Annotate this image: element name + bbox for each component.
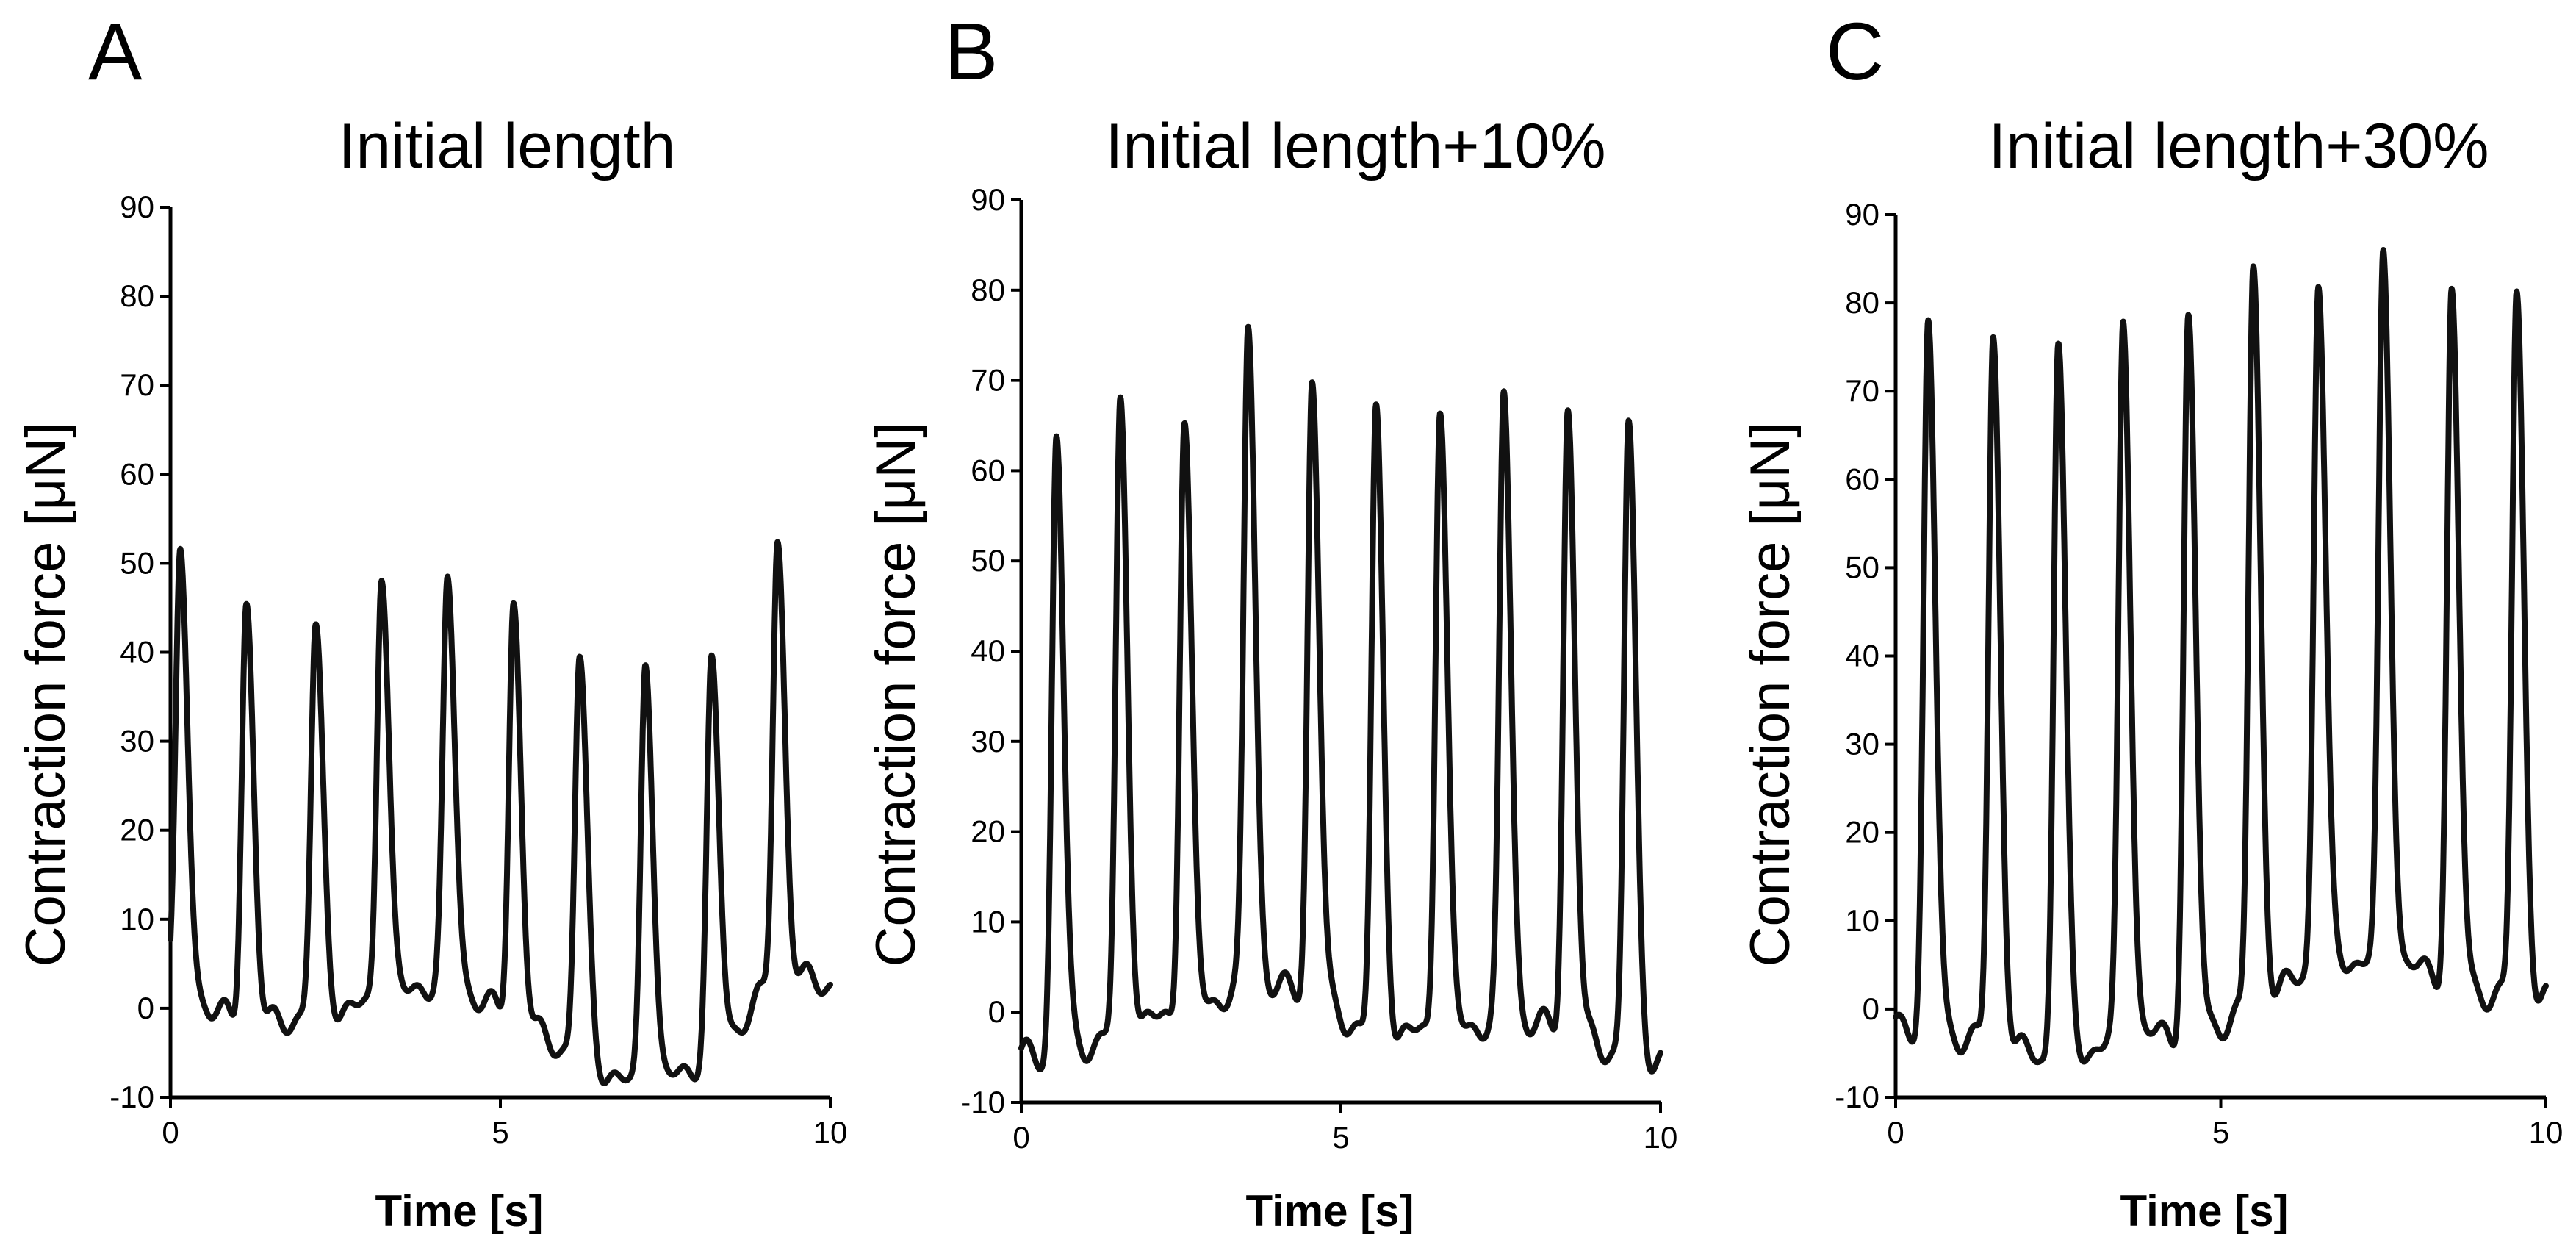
y-axis-label: Contraction force [μN] bbox=[15, 423, 77, 967]
y-tick-label: 60 bbox=[971, 453, 1005, 487]
y-tick-label: 30 bbox=[1845, 727, 1879, 761]
chart-title: Initial length bbox=[339, 111, 676, 182]
x-axis-label: Time [s] bbox=[2120, 1186, 2289, 1234]
chart-title: Initial length+10% bbox=[1105, 111, 1605, 182]
y-tick-label: 90 bbox=[120, 190, 154, 224]
x-tick-label: 5 bbox=[1332, 1120, 1349, 1155]
y-tick-label: 80 bbox=[120, 279, 154, 313]
y-tick-label: -10 bbox=[960, 1085, 1005, 1119]
y-tick-label: 10 bbox=[971, 904, 1005, 939]
panel-letter: A bbox=[88, 7, 143, 97]
panel-c: C Initial length+30% Contraction force [… bbox=[1739, 7, 2563, 1234]
y-tick-label: 80 bbox=[971, 273, 1005, 307]
y-tick-label: 70 bbox=[120, 367, 154, 402]
data-series-line bbox=[1893, 247, 2549, 1066]
x-tick-label: 5 bbox=[2212, 1115, 2229, 1149]
y-tick-label: 50 bbox=[971, 543, 1005, 578]
x-tick-label: 10 bbox=[1644, 1120, 1678, 1155]
panel-b: B Initial length+10% Contraction force [… bbox=[865, 7, 1677, 1234]
y-tick-label: -10 bbox=[1835, 1080, 1879, 1114]
y-axis-label: Contraction force [μN] bbox=[865, 423, 927, 967]
y-tick-label: 20 bbox=[971, 814, 1005, 849]
x-axis-label: Time [s] bbox=[1246, 1186, 1414, 1234]
y-tick-label: 70 bbox=[1845, 373, 1879, 408]
x-tick-label: 10 bbox=[2529, 1115, 2564, 1149]
x-tick-label: 0 bbox=[162, 1115, 179, 1149]
y-tick-label: -10 bbox=[109, 1080, 154, 1114]
y-tick-label: 60 bbox=[1845, 462, 1879, 496]
y-tick-label: 40 bbox=[971, 634, 1005, 668]
data-series-line bbox=[1018, 323, 1663, 1075]
x-axis-label: Time [s] bbox=[375, 1186, 544, 1234]
y-tick-label: 20 bbox=[1845, 815, 1879, 850]
x-tick-label: 5 bbox=[492, 1115, 508, 1149]
y-tick-label: 0 bbox=[1863, 991, 1879, 1026]
y-tick-label: 90 bbox=[1845, 197, 1879, 232]
panel-a: A Initial length Contraction force [μN] … bbox=[15, 7, 847, 1234]
y-tick-label: 10 bbox=[120, 902, 154, 936]
y-tick-label: 0 bbox=[137, 991, 154, 1025]
y-tick-label: 90 bbox=[971, 182, 1005, 217]
y-tick-label: 60 bbox=[120, 456, 154, 491]
y-tick-label: 80 bbox=[1845, 285, 1879, 320]
chart-title: Initial length+30% bbox=[1988, 111, 2489, 182]
y-tick-label: 10 bbox=[1845, 903, 1879, 938]
y-axis-label: Contraction force [μN] bbox=[1739, 423, 1802, 967]
y-tick-label: 40 bbox=[120, 635, 154, 670]
y-tick-label: 50 bbox=[120, 545, 154, 580]
y-tick-label: 20 bbox=[120, 813, 154, 847]
y-tick-label: 70 bbox=[971, 363, 1005, 398]
panel-letter: C bbox=[1826, 7, 1884, 97]
data-series-line bbox=[168, 539, 833, 1086]
y-tick-label: 50 bbox=[1845, 550, 1879, 584]
panel-letter: B bbox=[944, 7, 998, 97]
x-tick-label: 0 bbox=[1012, 1120, 1029, 1155]
y-tick-label: 30 bbox=[120, 724, 154, 758]
x-tick-label: 0 bbox=[1887, 1115, 1904, 1149]
x-tick-label: 10 bbox=[813, 1115, 848, 1149]
y-tick-label: 0 bbox=[988, 994, 1005, 1029]
y-tick-label: 40 bbox=[1845, 639, 1879, 673]
y-tick-label: 30 bbox=[971, 724, 1005, 758]
